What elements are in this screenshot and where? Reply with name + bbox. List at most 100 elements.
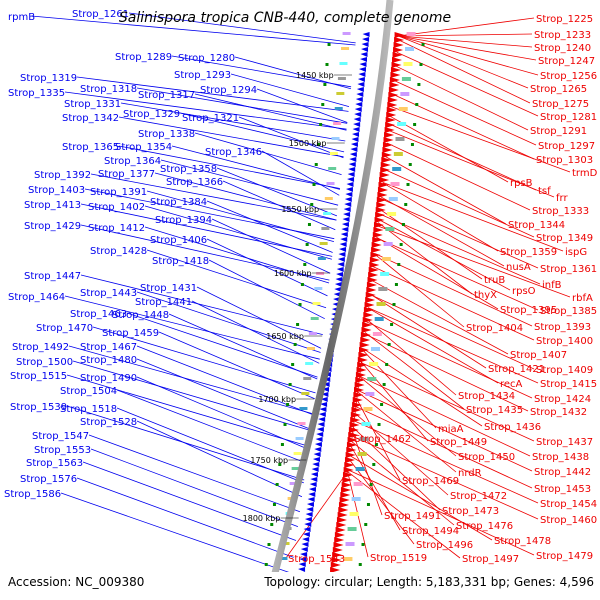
gene-label[interactable]: Strop_1432	[530, 407, 587, 418]
gene-label[interactable]: Strop_1358	[160, 164, 217, 175]
gene-label[interactable]: Strop_1319	[20, 73, 77, 84]
gene-label[interactable]: Strop_1460	[540, 515, 597, 526]
gene-label[interactable]: Strop_1470	[36, 323, 93, 334]
gene-label[interactable]: Strop_1490	[80, 373, 137, 384]
gene-label[interactable]: Strop_1463	[70, 309, 127, 320]
gene-label[interactable]: Strop_1462	[354, 434, 411, 445]
gene-label[interactable]: Strop_1256	[540, 71, 597, 82]
gene-label[interactable]: Strop_1361	[540, 264, 597, 275]
gene-label[interactable]: Strop_1406	[150, 235, 207, 246]
gene-label[interactable]: Strop_1225	[536, 14, 593, 25]
gene-label[interactable]: Strop_1437	[536, 437, 593, 448]
gene-label[interactable]: infB	[542, 280, 562, 291]
gene-label[interactable]: Strop_1553	[34, 445, 91, 456]
gene-label[interactable]: Strop_1364	[104, 156, 161, 167]
gene-label[interactable]: Strop_1528	[80, 417, 137, 428]
gene-label[interactable]: Strop_1291	[530, 126, 587, 137]
gene-label[interactable]: Strop_1435	[466, 405, 523, 416]
gene-label[interactable]: Strop_1431	[140, 283, 197, 294]
gene-label[interactable]: Strop_1394	[155, 215, 212, 226]
gene-label[interactable]: Strop_1247	[538, 56, 595, 67]
gene-label[interactable]: Strop_1385	[540, 306, 597, 317]
gene-label[interactable]: Strop_1480	[80, 355, 137, 366]
gene-label[interactable]: Strop_1441	[135, 297, 192, 308]
gene-label[interactable]: Strop_1497	[462, 554, 519, 565]
gene-label[interactable]: Strop_1275	[532, 99, 589, 110]
gene-label[interactable]: Strop_1333	[532, 206, 589, 217]
gene-label[interactable]: Strop_1349	[536, 233, 593, 244]
gene-label[interactable]: Strop_1496	[416, 540, 473, 551]
gene-label[interactable]: Strop_1393	[534, 322, 591, 333]
gene-label[interactable]: Strop_1293	[174, 70, 231, 81]
gene-label[interactable]: Strop_1438	[532, 452, 589, 463]
gene-label[interactable]: Strop_1547	[32, 431, 89, 442]
gene-label[interactable]: Strop_1478	[494, 536, 551, 547]
gene-label[interactable]: thyX	[474, 290, 497, 301]
gene-label[interactable]: Strop_1391	[90, 187, 147, 198]
gene-label[interactable]: Strop_1515	[10, 371, 67, 382]
gene-label[interactable]: truB	[484, 275, 505, 286]
gene-label[interactable]: Strop_1402	[88, 202, 145, 213]
gene-label[interactable]: Strop_1342	[62, 113, 119, 124]
gene-label[interactable]: Strop_1354	[115, 142, 172, 153]
gene-label[interactable]: Strop_1329	[123, 109, 180, 120]
gene-label[interactable]: Strop_1539	[10, 402, 67, 413]
gene-label[interactable]: Strop_1519	[370, 553, 427, 564]
gene-label[interactable]: Strop_1518	[60, 404, 117, 415]
gene-label[interactable]: Strop_1428	[90, 246, 147, 257]
gene-label[interactable]: frr	[556, 193, 568, 204]
gene-label[interactable]: tsf	[538, 186, 551, 197]
gene-label[interactable]: Strop_1434	[458, 391, 515, 402]
gene-label[interactable]: Strop_1281	[540, 112, 597, 123]
gene-label[interactable]: Strop_1479	[536, 551, 593, 562]
gene-label[interactable]: Strop_1412	[88, 223, 145, 234]
gene-label[interactable]: Strop_1424	[534, 394, 591, 405]
gene-label[interactable]: Strop_1289	[115, 52, 172, 63]
gene-label[interactable]: Strop_1344	[508, 220, 565, 231]
gene-label[interactable]: Strop_1472	[450, 491, 507, 502]
gene-label[interactable]: Strop_1467	[80, 342, 137, 353]
gene-label[interactable]: Strop_1409	[536, 365, 593, 376]
gene-label[interactable]: trmD	[572, 168, 598, 179]
gene-label[interactable]: Strop_1303	[536, 155, 593, 166]
gene-label[interactable]: Strop_1454	[540, 499, 597, 510]
gene-label[interactable]: Strop_1415	[540, 379, 597, 390]
gene-label[interactable]: Strop_1413	[24, 200, 81, 211]
gene-label[interactable]: rpsO	[512, 286, 536, 297]
gene-label[interactable]: Strop_1563	[26, 458, 83, 469]
gene-label[interactable]: Strop_1321	[182, 113, 239, 124]
gene-label[interactable]: Strop_1346	[205, 147, 262, 158]
gene-label[interactable]: Strop_1404	[466, 323, 523, 334]
gene-label[interactable]: rpmB	[8, 12, 35, 23]
gene-label[interactable]: Strop_1338	[138, 129, 195, 140]
gene-label[interactable]: Strop_1429	[24, 221, 81, 232]
gene-label[interactable]: Strop_1449	[430, 437, 487, 448]
gene-label[interactable]: Strop_1421	[488, 364, 545, 375]
gene-label[interactable]: Strop_1436	[484, 422, 541, 433]
gene-label[interactable]: Strop_1392	[34, 170, 91, 181]
gene-label[interactable]: Strop_1365	[62, 142, 119, 153]
gene-label[interactable]: recA	[500, 379, 523, 390]
gene-label[interactable]: Strop_1586	[4, 489, 61, 500]
gene-label[interactable]: Strop_1476	[456, 521, 513, 532]
gene-label[interactable]: Strop_1359	[500, 247, 557, 258]
gene-label[interactable]: Strop_1494	[402, 526, 459, 537]
gene-label[interactable]: Strop_1450	[458, 452, 515, 463]
gene-label[interactable]: Strop_1335	[8, 88, 65, 99]
gene-label[interactable]: miaA	[438, 424, 464, 435]
gene-label[interactable]: Strop_1233	[534, 30, 591, 41]
gene-label[interactable]: Strop_1384	[150, 197, 207, 208]
gene-label[interactable]: Strop_1407	[510, 350, 567, 361]
gene-label[interactable]: Strop_1447	[24, 271, 81, 282]
gene-label[interactable]: Strop_1491	[384, 511, 441, 522]
gene-label[interactable]: Strop_1504	[60, 386, 117, 397]
gene-label[interactable]: Strop_1418	[152, 256, 209, 267]
gene-label[interactable]: Strop_1492	[12, 342, 69, 353]
gene-label[interactable]: Strop_1443	[80, 288, 137, 299]
gene-label[interactable]: Strop_1240	[534, 43, 591, 54]
gene-label[interactable]: Strop_1297	[538, 141, 595, 152]
gene-label[interactable]: rpsB	[510, 178, 533, 189]
gene-label[interactable]: Strop_1366	[166, 177, 223, 188]
gene-label[interactable]: Strop_1294	[200, 85, 257, 96]
gene-label[interactable]: Strop_1265	[530, 84, 587, 95]
